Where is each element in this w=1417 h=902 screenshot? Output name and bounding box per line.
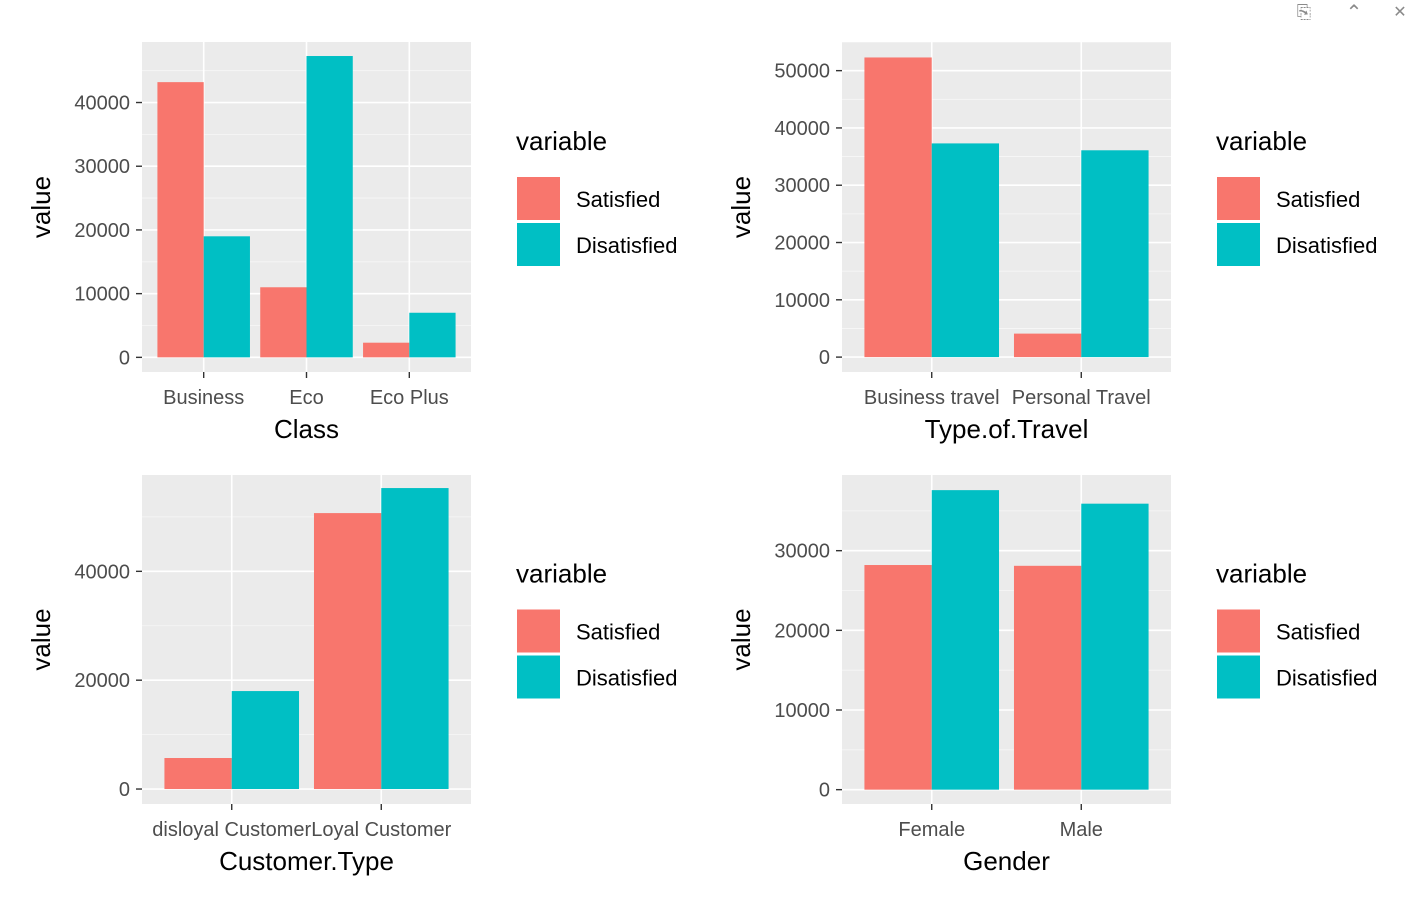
x-axis-title: Type.of.Travel [925, 414, 1089, 444]
x-tick-label: Eco Plus [370, 387, 449, 409]
collapse-up-icon[interactable]: ⌃ [1345, 1, 1363, 24]
y-tick-label: 20000 [774, 233, 830, 255]
chart-3: 0 20000 40000 disloyal Customer Loyal Custom… [26, 475, 677, 876]
x-tick-label: Loyal Customer [311, 819, 451, 841]
legend-title: variable [1216, 126, 1307, 156]
x-tick-label: Male [1060, 819, 1103, 841]
y-tick-label: 20000 [74, 220, 130, 242]
legend: variable Satisfied Disatisfied [1216, 559, 1377, 699]
bar-disatisfied [931, 143, 1000, 358]
y-tick-label: 30000 [774, 175, 830, 197]
legend-label: Satisfied [1276, 620, 1360, 645]
legend-title: variable [1216, 559, 1307, 589]
legend-title: variable [516, 559, 607, 589]
bar-disatisfied [409, 312, 456, 358]
legend-label: Disatisfied [576, 666, 677, 691]
legend-title: variable [516, 126, 607, 156]
legend-label: Satisfied [1276, 187, 1360, 212]
y-tick-label: 0 [819, 347, 830, 369]
legend-key-disatisfied [1217, 223, 1260, 266]
y-tick-label: 30000 [774, 541, 830, 563]
y-tick-label: 40000 [774, 118, 830, 140]
x-tick-label: Personal Travel [1012, 387, 1151, 409]
bar-disatisfied [381, 488, 449, 790]
legend-label: Satisfied [576, 620, 660, 645]
close-icon[interactable]: ✕ [1393, 4, 1407, 21]
bar-satisfied [164, 758, 232, 790]
x-axis-title: Class [274, 414, 339, 444]
x-axis-title: Gender [963, 846, 1050, 876]
bar-satisfied [864, 57, 932, 358]
plot-viewer-toolbar: ⎘ ⌃ ✕ [1277, 0, 1417, 24]
bar-satisfied [363, 342, 410, 358]
bar-satisfied [1013, 565, 1082, 790]
legend-key-satisfied [1217, 609, 1260, 653]
legend-key-disatisfied [517, 223, 560, 266]
y-tick-label: 40000 [74, 93, 130, 115]
legend-key-disatisfied [517, 655, 560, 699]
y-tick-label: 50000 [774, 61, 830, 83]
bar-disatisfied [203, 236, 250, 358]
chart-2: 0 10000 20000 30000 40000 50000 Business trave… [726, 41, 1377, 444]
x-tick-label: Eco [289, 387, 323, 409]
bar-satisfied [864, 565, 932, 790]
y-tick-label: 40000 [74, 561, 130, 583]
bar-disatisfied [1081, 503, 1149, 790]
y-tick-label: 20000 [774, 620, 830, 642]
y-axis-title: value [726, 608, 756, 670]
y-tick-label: 0 [819, 780, 830, 802]
x-tick-label: Business travel [864, 387, 1000, 409]
x-tick-label: disloyal Customer [152, 819, 311, 841]
bar-disatisfied [231, 691, 300, 790]
bar-disatisfied [306, 56, 353, 358]
bar-satisfied [313, 513, 382, 790]
y-tick-label: 20000 [74, 670, 130, 692]
y-tick-label: 0 [119, 779, 130, 801]
chart-1: 0 10000 20000 30000 40000 Business Eco Eco Plus… [26, 42, 677, 444]
bar-disatisfied [931, 490, 1000, 790]
y-axis-title: value [26, 176, 56, 238]
y-tick-label: 10000 [774, 290, 830, 312]
legend-label: Satisfied [576, 187, 660, 212]
legend-key-satisfied [517, 177, 560, 220]
y-tick-label: 10000 [74, 284, 130, 306]
x-tick-label: Female [898, 819, 965, 841]
legend-key-satisfied [517, 609, 560, 653]
legend-key-disatisfied [1217, 655, 1260, 699]
legend-label: Disatisfied [1276, 666, 1377, 691]
y-tick-label: 0 [119, 347, 130, 369]
legend-label: Disatisfied [1276, 233, 1377, 258]
legend-label: Disatisfied [576, 233, 677, 258]
legend: variable Satisfied Disatisfied [516, 559, 677, 699]
y-axis-title: value [26, 608, 56, 670]
legend: variable Satisfied Disatisfied [516, 126, 677, 266]
y-axis-title: value [726, 176, 756, 238]
bar-satisfied [1013, 333, 1082, 358]
bar-disatisfied [1081, 150, 1149, 358]
export-icon[interactable]: ⎘ [1296, 1, 1312, 22]
x-tick-label: Business [163, 387, 244, 409]
bar-satisfied [260, 287, 307, 358]
chart-4: 0 10000 20000 30000 Female Male Gender value var… [726, 475, 1377, 876]
bar-satisfied [157, 82, 204, 358]
x-axis-title: Customer.Type [219, 846, 394, 876]
legend: variable Satisfied Disatisfied [1216, 126, 1377, 266]
legend-key-satisfied [1217, 177, 1260, 220]
y-tick-label: 30000 [74, 156, 130, 178]
y-tick-label: 10000 [774, 700, 830, 722]
